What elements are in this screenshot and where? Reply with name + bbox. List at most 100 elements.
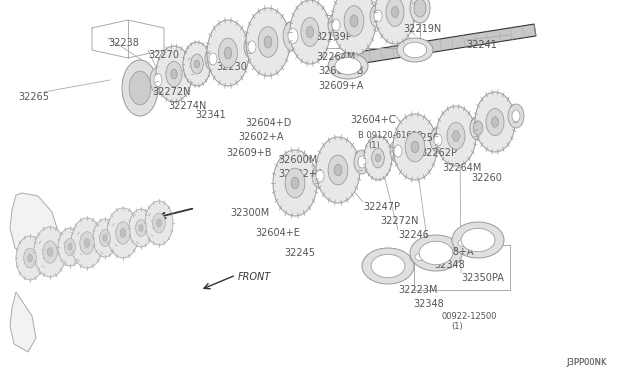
Ellipse shape bbox=[291, 177, 299, 189]
Ellipse shape bbox=[166, 61, 182, 87]
Text: 32300M: 32300M bbox=[230, 208, 269, 218]
Ellipse shape bbox=[16, 236, 44, 280]
Text: 32238+A: 32238+A bbox=[428, 247, 474, 257]
Text: 32264M: 32264M bbox=[442, 163, 481, 173]
Text: 32245: 32245 bbox=[284, 248, 315, 258]
Text: 32219N: 32219N bbox=[403, 24, 441, 34]
Ellipse shape bbox=[390, 139, 406, 163]
Ellipse shape bbox=[129, 71, 151, 105]
Ellipse shape bbox=[145, 201, 173, 245]
Text: 32264M: 32264M bbox=[316, 52, 355, 62]
Ellipse shape bbox=[246, 8, 290, 76]
Ellipse shape bbox=[58, 228, 82, 266]
Text: 32270: 32270 bbox=[148, 50, 179, 60]
Text: 32604+C: 32604+C bbox=[350, 115, 396, 125]
Ellipse shape bbox=[334, 164, 342, 176]
Ellipse shape bbox=[68, 244, 72, 250]
Ellipse shape bbox=[139, 225, 143, 231]
Text: 32341: 32341 bbox=[195, 110, 226, 120]
Text: 00922-12500: 00922-12500 bbox=[441, 312, 497, 321]
Text: 32272N: 32272N bbox=[152, 87, 191, 97]
Text: 32600M: 32600M bbox=[278, 155, 317, 165]
Ellipse shape bbox=[410, 235, 462, 271]
Ellipse shape bbox=[344, 6, 364, 36]
Ellipse shape bbox=[316, 170, 324, 182]
Ellipse shape bbox=[436, 106, 476, 166]
Ellipse shape bbox=[80, 232, 94, 254]
Ellipse shape bbox=[486, 109, 504, 135]
Ellipse shape bbox=[107, 208, 139, 258]
Text: 32604+E: 32604+E bbox=[255, 228, 300, 238]
Text: 32265: 32265 bbox=[18, 92, 49, 102]
Ellipse shape bbox=[508, 104, 524, 128]
Text: 32139P: 32139P bbox=[315, 32, 352, 42]
Ellipse shape bbox=[316, 137, 360, 203]
Ellipse shape bbox=[65, 238, 76, 256]
Ellipse shape bbox=[209, 53, 217, 65]
Text: 32609+A: 32609+A bbox=[318, 81, 364, 91]
Ellipse shape bbox=[452, 222, 504, 258]
Ellipse shape bbox=[191, 54, 204, 74]
Ellipse shape bbox=[307, 26, 314, 38]
Ellipse shape bbox=[288, 29, 298, 44]
Text: 32262P: 32262P bbox=[420, 148, 457, 158]
Ellipse shape bbox=[218, 38, 237, 68]
Text: J3PP00NK: J3PP00NK bbox=[566, 358, 607, 367]
Text: 32604+D: 32604+D bbox=[245, 118, 291, 128]
Ellipse shape bbox=[350, 15, 358, 27]
Ellipse shape bbox=[285, 168, 305, 198]
Ellipse shape bbox=[258, 27, 278, 57]
Ellipse shape bbox=[393, 114, 437, 180]
Ellipse shape bbox=[122, 60, 158, 116]
Ellipse shape bbox=[153, 213, 165, 233]
Text: 32602+A: 32602+A bbox=[238, 132, 284, 142]
Ellipse shape bbox=[273, 150, 317, 216]
Ellipse shape bbox=[120, 229, 126, 237]
Ellipse shape bbox=[419, 241, 453, 265]
Ellipse shape bbox=[312, 164, 328, 188]
Text: 32609+B: 32609+B bbox=[226, 148, 271, 158]
Text: 32272N: 32272N bbox=[380, 216, 419, 226]
Text: 32223M: 32223M bbox=[398, 285, 438, 295]
Ellipse shape bbox=[84, 238, 90, 247]
Ellipse shape bbox=[71, 218, 103, 268]
Ellipse shape bbox=[183, 42, 211, 86]
Ellipse shape bbox=[386, 0, 404, 26]
Text: 32246: 32246 bbox=[398, 230, 429, 240]
Ellipse shape bbox=[195, 60, 200, 68]
Ellipse shape bbox=[358, 156, 366, 168]
Ellipse shape bbox=[205, 47, 221, 71]
Text: 32604+B: 32604+B bbox=[318, 66, 364, 76]
Text: 32238: 32238 bbox=[108, 38, 139, 48]
Text: 32348: 32348 bbox=[413, 299, 444, 309]
Ellipse shape bbox=[93, 219, 117, 257]
Polygon shape bbox=[357, 24, 536, 64]
Ellipse shape bbox=[364, 136, 392, 180]
Ellipse shape bbox=[392, 6, 399, 17]
Ellipse shape bbox=[473, 121, 483, 135]
Ellipse shape bbox=[453, 236, 473, 250]
Text: 32247P: 32247P bbox=[363, 202, 400, 212]
Ellipse shape bbox=[328, 53, 368, 79]
Ellipse shape bbox=[492, 117, 499, 127]
Ellipse shape bbox=[34, 227, 66, 277]
Ellipse shape bbox=[434, 134, 442, 146]
Ellipse shape bbox=[397, 38, 433, 62]
Ellipse shape bbox=[171, 69, 177, 79]
Ellipse shape bbox=[129, 209, 153, 247]
Ellipse shape bbox=[512, 110, 520, 122]
Text: 32602+A: 32602+A bbox=[278, 169, 323, 179]
Text: 32241: 32241 bbox=[466, 40, 497, 50]
Polygon shape bbox=[10, 292, 36, 352]
Ellipse shape bbox=[156, 46, 192, 102]
Text: 32260: 32260 bbox=[471, 173, 502, 183]
Ellipse shape bbox=[410, 0, 430, 23]
Ellipse shape bbox=[403, 42, 427, 58]
Ellipse shape bbox=[447, 122, 465, 150]
Ellipse shape bbox=[157, 219, 161, 227]
Ellipse shape bbox=[362, 248, 414, 284]
Ellipse shape bbox=[376, 154, 380, 162]
Ellipse shape bbox=[328, 13, 344, 37]
Text: (1): (1) bbox=[368, 141, 380, 150]
Ellipse shape bbox=[354, 150, 370, 174]
